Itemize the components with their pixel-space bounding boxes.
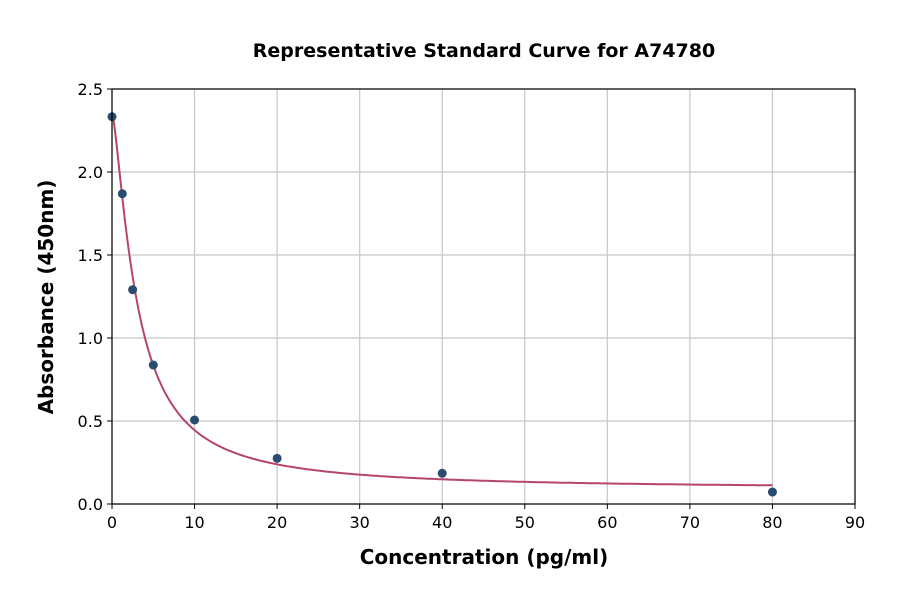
data-point xyxy=(767,487,777,497)
y-tick-label: 2.0 xyxy=(78,163,103,182)
data-point xyxy=(128,285,138,295)
y-tick-label: 0.0 xyxy=(78,495,103,514)
y-tick-label: 0.5 xyxy=(78,412,103,431)
x-tick-label: 40 xyxy=(432,513,452,532)
x-tick-label: 60 xyxy=(597,513,617,532)
ticks: 0 10 20 30 40 50 60 70 80 90 0.0 0.5 1.0 1.5 2.0 2.5 xyxy=(78,80,866,532)
y-tick-label: 1.5 xyxy=(78,246,103,265)
x-tick-label: 10 xyxy=(184,513,204,532)
y-axis-label: Absorbance (450nm) xyxy=(34,180,58,415)
x-tick-label: 50 xyxy=(515,513,535,532)
data-point xyxy=(272,453,282,463)
x-tick-label: 90 xyxy=(845,513,865,532)
y-tick-label: 2.5 xyxy=(78,80,103,99)
chart-title: Representative Standard Curve for A74780 xyxy=(253,40,715,62)
fit-curve xyxy=(111,112,773,487)
data-point xyxy=(148,360,158,370)
data-point xyxy=(190,415,200,425)
y-tick-label: 1.0 xyxy=(78,329,103,348)
x-tick-label: 80 xyxy=(762,513,782,532)
x-axis-label: Concentration (pg/ml) xyxy=(360,545,609,569)
x-tick-label: 0 xyxy=(107,513,117,532)
data-points xyxy=(107,112,777,497)
grid xyxy=(111,88,856,505)
x-tick-label: 20 xyxy=(267,513,287,532)
x-tick-label: 30 xyxy=(349,513,369,532)
x-tick-label: 70 xyxy=(680,513,700,532)
data-point xyxy=(437,468,447,478)
plot-frame xyxy=(111,88,856,505)
data-point xyxy=(117,189,127,199)
